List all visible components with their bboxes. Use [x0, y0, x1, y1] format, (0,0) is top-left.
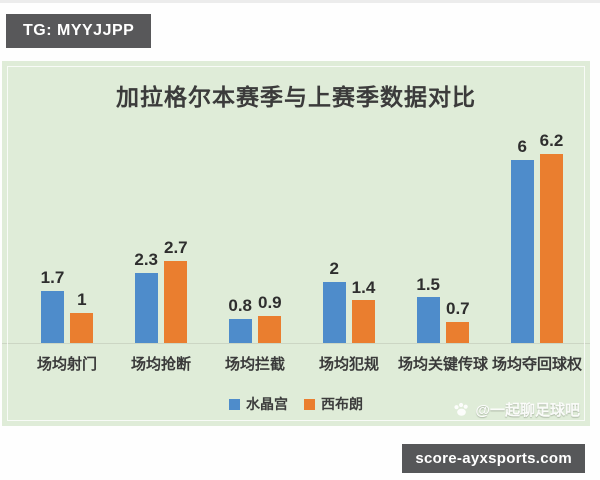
bar-cell: 2.3 [134, 250, 158, 343]
bar-group: 1.5 0.7 [396, 274, 490, 343]
bar-value-label: 2 [329, 259, 339, 279]
bar [416, 297, 440, 343]
legend-swatch [229, 398, 240, 410]
bar-cell: 0.7 [446, 298, 470, 343]
tg-badge: TG: MYYJJPP [6, 14, 152, 48]
category-label: 场均射门 [36, 356, 97, 373]
site-badge: score-ayxsports.com [402, 444, 585, 473]
bar-cell: 1.5 [416, 274, 440, 343]
chart-title: 加拉格尔本赛季与上赛季数据对比 [116, 84, 476, 110]
bar-value-label: 1 [77, 289, 87, 309]
category-label: 场均抢断 [130, 356, 191, 373]
bar-cell: 1.7 [40, 268, 65, 343]
category-label: 场均关键传球 [397, 356, 488, 373]
bar-cell: 1 [70, 289, 94, 343]
bar [228, 318, 252, 343]
tg-badge-label: TG: MYYJJPP [23, 22, 135, 39]
bar [322, 282, 346, 343]
bar-group: 2.3 2.7 [114, 237, 208, 343]
bar-group: 0.8 0.9 [208, 292, 302, 343]
bar [446, 321, 470, 343]
paw-icon [453, 402, 470, 417]
site-badge-label: score-ayxsports.com [415, 450, 572, 467]
bar-value-label: 0.8 [228, 295, 252, 315]
bar-group: 6 6.2 [490, 132, 584, 343]
bar-group: 2 1.4 [302, 260, 396, 343]
bar-value-label: 0.9 [258, 292, 282, 312]
category-label: 场均犯规 [318, 356, 379, 373]
bar [539, 153, 563, 343]
bar [40, 291, 64, 343]
bar [258, 315, 282, 343]
bar-cell: 0.9 [258, 292, 282, 343]
bar-value-label: 1.5 [416, 274, 440, 294]
watermark: @一起聊足球吧 [453, 399, 580, 420]
bar [351, 300, 375, 343]
bar-value-label: 1.7 [40, 268, 65, 288]
bar-value-label: 6.2 [539, 131, 564, 151]
bar-value-label: 6 [517, 137, 527, 157]
bar-cell: 0.8 [228, 295, 252, 343]
legend-label: 水晶宫 [246, 396, 288, 412]
chart-panel: 加拉格尔本赛季与上赛季数据对比 1.7 1 2.3 2.7 0.8 0.9 2 1.4 1.5 0… [2, 61, 590, 426]
bar-value-label: 1.4 [351, 277, 376, 297]
bar [70, 312, 94, 343]
bar-cell: 2.7 [164, 237, 188, 343]
bar-cell: 6.2 [539, 131, 564, 343]
legend-swatch [304, 398, 315, 410]
bar-value-label: 2.3 [134, 250, 158, 270]
bar-group: 1.7 1 [20, 269, 114, 343]
legend-label: 西布朗 [321, 396, 363, 412]
bar [164, 260, 188, 343]
legend-item: 水晶宫 [229, 394, 288, 414]
bar [134, 272, 158, 343]
legend-item: 西布朗 [304, 394, 363, 414]
watermark-text: @一起聊足球吧 [475, 402, 580, 419]
bar [510, 160, 534, 343]
category-axis: 场均射门 场均抢断 场均拦截 场均犯规 场均关键传球 场均夺回球权 [2, 344, 590, 374]
plot-area: 1.7 1 2.3 2.7 0.8 0.9 2 1.4 1.5 0.7 6 6.2 [2, 114, 590, 344]
legend: 水晶宫 西布朗 [2, 394, 590, 414]
bar-value-label: 0.7 [446, 298, 470, 318]
category-label: 场均拦截 [224, 356, 285, 373]
bar-cell: 1.4 [351, 277, 376, 343]
category-label: 场均夺回球权 [491, 356, 582, 373]
bar-value-label: 2.7 [164, 237, 188, 257]
bar-cell: 6 [510, 137, 534, 343]
bar-cell: 2 [322, 259, 346, 343]
